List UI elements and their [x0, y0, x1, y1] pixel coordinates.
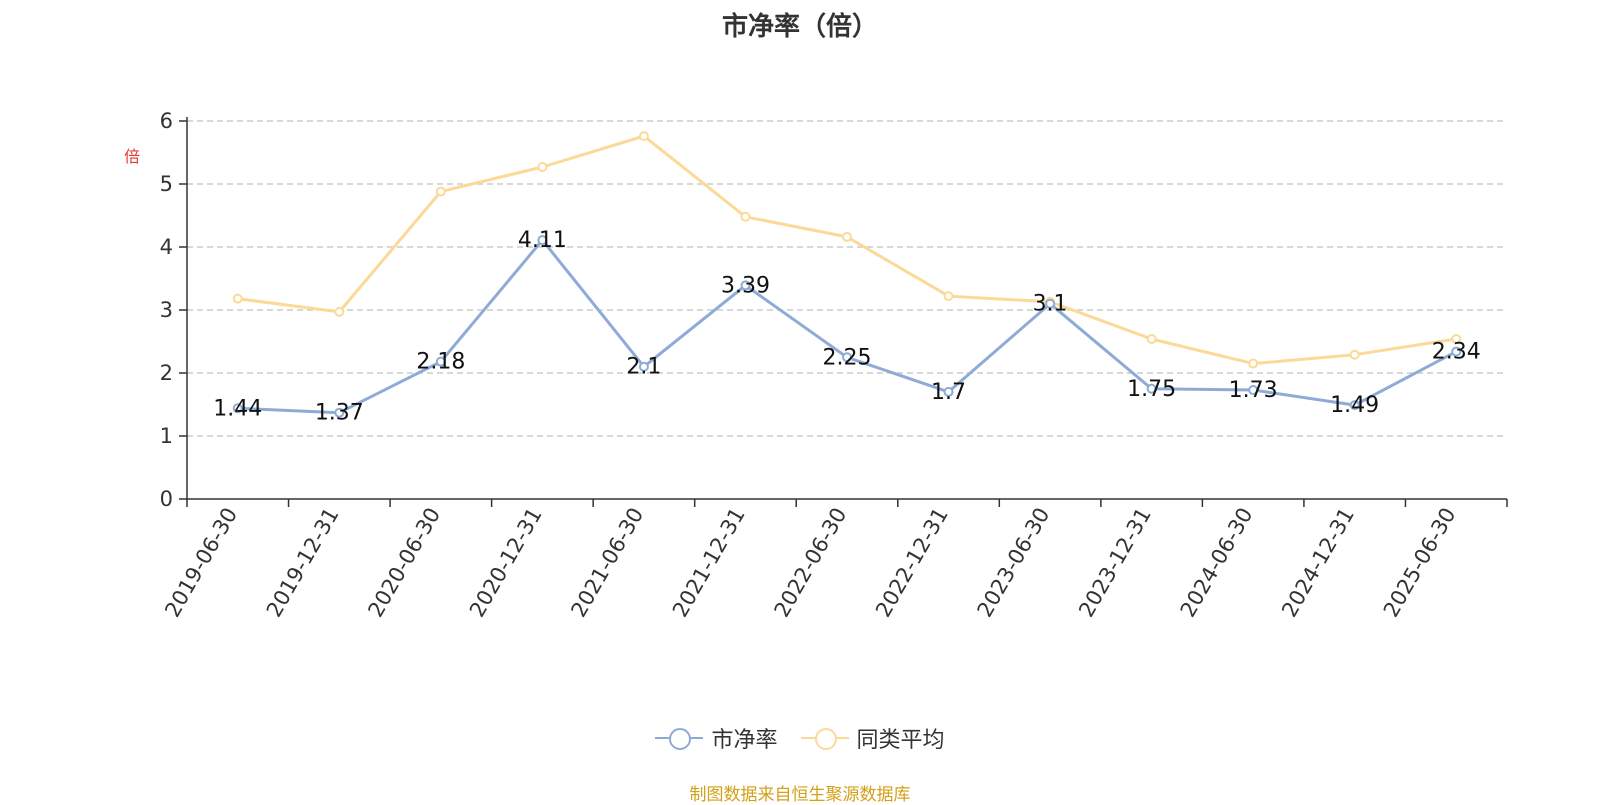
x-tick-label: 2024-06-30	[1176, 504, 1258, 622]
data-label: 2.1	[626, 355, 661, 380]
data-label: 2.18	[416, 350, 465, 375]
data-labels: 1.44 1.37 2.18 4.11 2.1 3.39 2.25 1.7 3.1 1.75 1.7…	[213, 228, 1480, 426]
data-point	[1146, 383, 1157, 394]
data-point	[943, 291, 954, 302]
data-point	[537, 161, 548, 172]
series-line	[237, 134, 1457, 366]
x-tick-label: 2024-12-31	[1277, 504, 1359, 622]
x-tick-label: 2021-12-31	[668, 504, 750, 622]
data-point	[435, 186, 446, 197]
data-point	[1451, 333, 1462, 344]
x-tick-label: 2023-06-30	[973, 504, 1055, 622]
y-tick-label: 1	[160, 424, 173, 448]
data-point	[1349, 349, 1360, 360]
x-tick-label: 2022-12-31	[871, 504, 953, 622]
legend-label: 同类平均	[856, 728, 945, 753]
legend: 市净率 同类平均	[0, 722, 1600, 754]
data-point	[1349, 400, 1360, 411]
data-label: 3.1	[1033, 292, 1068, 317]
data-point	[537, 235, 548, 246]
data-point	[232, 293, 243, 304]
data-point	[1451, 346, 1462, 357]
data-point	[1146, 333, 1157, 344]
data-point	[1248, 385, 1259, 396]
legend-item-peer-average[interactable]: 同类平均	[800, 722, 945, 754]
legend-line-circle-icon	[655, 726, 704, 750]
data-label: 1.49	[1330, 393, 1379, 418]
chart-title: 市净率（倍）	[721, 12, 878, 42]
data-point	[1045, 298, 1056, 309]
y-tick-label: 3	[160, 298, 173, 322]
legend-label: 市净率	[711, 728, 778, 753]
x-tick-label: 2025-06-30	[1379, 504, 1461, 622]
y-tick-label: 6	[160, 109, 173, 133]
x-tick-label: 2022-06-30	[770, 504, 852, 622]
data-point	[232, 403, 243, 414]
data-source-note: 制图数据来自恒生聚源数据库	[689, 785, 911, 805]
data-point	[334, 407, 345, 418]
data-point	[435, 356, 446, 367]
x-tick-label: 2021-06-30	[566, 504, 648, 622]
data-point	[638, 131, 649, 142]
data-label: 2.34	[1432, 340, 1481, 365]
data-point	[943, 386, 954, 397]
y-tick-label: 5	[160, 172, 173, 196]
data-point	[842, 352, 852, 363]
data-label: 1.7	[931, 380, 966, 405]
data-point	[334, 306, 345, 317]
y-tick-label: 4	[160, 235, 173, 259]
y-tick-label: 2	[160, 361, 173, 385]
data-point	[842, 231, 852, 242]
data-label: 1.37	[315, 401, 364, 426]
data-point	[1248, 358, 1259, 369]
data-label: 1.75	[1127, 377, 1176, 402]
data-point	[638, 361, 649, 372]
y-tick-label: 0	[160, 487, 173, 511]
series	[232, 131, 1462, 418]
x-tick-label: 2020-06-30	[363, 504, 445, 622]
data-label: 1.44	[213, 396, 262, 421]
grid-lines	[187, 120, 1507, 437]
legend-item-pb[interactable]: 市净率	[655, 722, 778, 754]
x-tick-label: 2023-12-31	[1074, 504, 1156, 622]
data-label: 2.25	[823, 345, 872, 370]
data-label: 3.39	[721, 273, 770, 298]
y-axis-label: 倍	[121, 148, 140, 164]
x-tick-label: 2019-06-30	[160, 504, 242, 622]
x-tick-label: 2020-12-31	[465, 504, 547, 622]
data-point	[740, 211, 751, 222]
data-point	[740, 280, 751, 291]
legend-line-circle-icon	[800, 726, 849, 750]
data-label: 4.11	[518, 228, 567, 253]
x-tick-label: 2019-12-31	[262, 504, 344, 622]
data-label: 1.73	[1229, 378, 1278, 403]
